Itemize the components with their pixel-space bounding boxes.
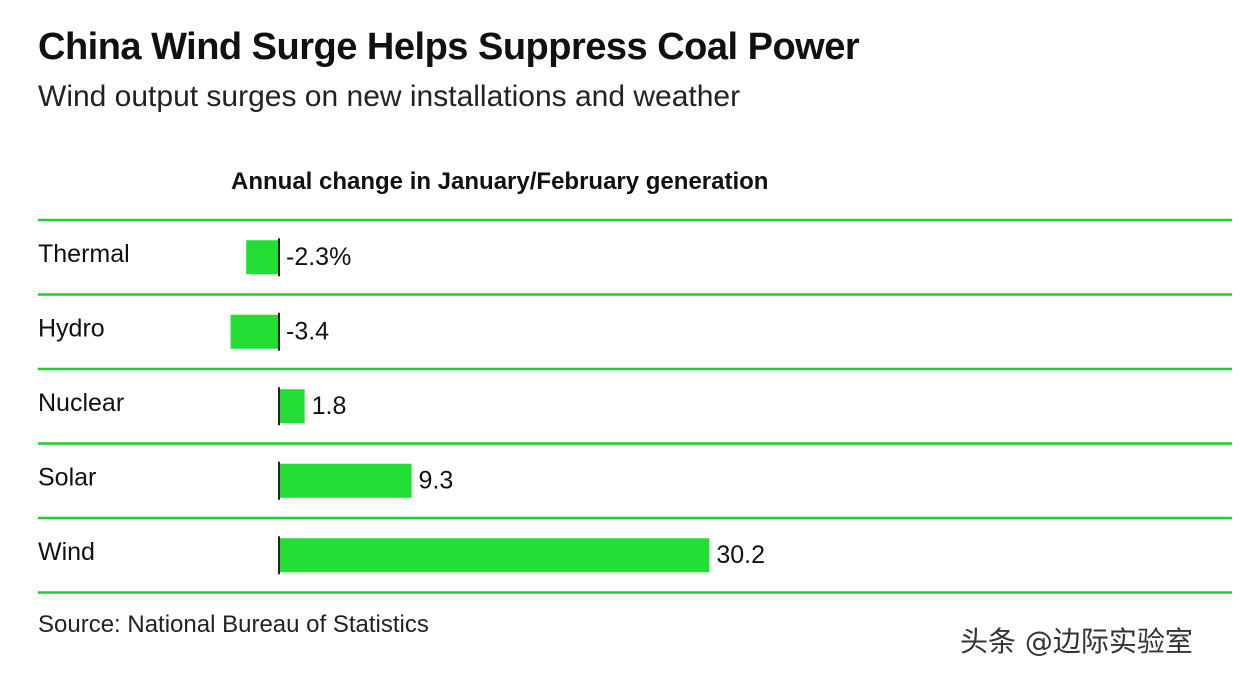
- source-note: Source: National Bureau of Statistics: [38, 611, 429, 638]
- row-dividers: [38, 218, 1232, 594]
- bar-nuclear: [279, 389, 305, 424]
- value-label: -2.3%: [286, 243, 351, 271]
- bar-wind: [279, 538, 710, 573]
- category-labels-group: Thermal Hydro Nuclear Solar Wind: [38, 240, 130, 566]
- category-label: Thermal: [38, 240, 130, 268]
- bar-hydro: [230, 314, 279, 349]
- chart-subtitle: Wind output surges on new installations …: [38, 80, 741, 113]
- category-label: Solar: [38, 463, 96, 491]
- bar-solar: [279, 463, 412, 498]
- chart-heading: Annual change in January/February genera…: [231, 168, 769, 195]
- value-label: 30.2: [716, 541, 765, 569]
- category-label: Hydro: [38, 314, 105, 342]
- value-labels-group: -2.3% -3.4 1.8 9.3 30.2: [286, 243, 765, 569]
- value-label: -3.4: [286, 317, 329, 345]
- bars-group: [230, 240, 710, 573]
- watermark: 头条 @边际实验室: [960, 625, 1193, 658]
- category-label: Nuclear: [38, 389, 124, 417]
- category-label: Wind: [38, 538, 95, 566]
- value-label: 9.3: [419, 466, 454, 494]
- chart-title: China Wind Surge Helps Suppress Coal Pow…: [38, 26, 860, 68]
- bar-thermal: [246, 240, 279, 275]
- value-label: 1.8: [312, 392, 347, 420]
